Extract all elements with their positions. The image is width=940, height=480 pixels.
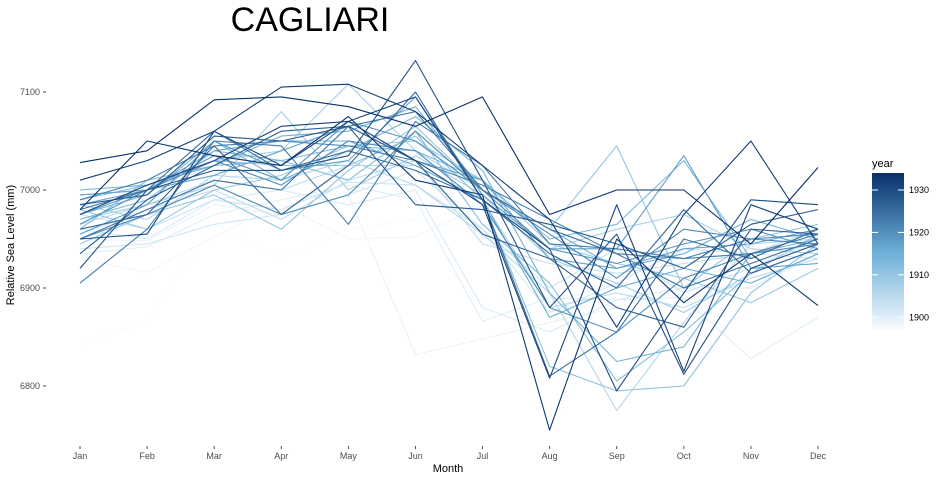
series-line-1920 (79, 140, 819, 333)
x-tick-label: Apr (274, 451, 288, 461)
series-line-1910 (79, 125, 819, 289)
legend-colorbar (872, 173, 904, 330)
series-line-1906 (79, 160, 819, 412)
series-line-1923 (79, 120, 819, 284)
series-line-1917 (79, 125, 819, 269)
x-tick-label: Aug (542, 451, 558, 461)
series-line-1924 (79, 111, 819, 289)
series-line-1925 (79, 130, 819, 377)
x-tick-label: Feb (139, 451, 155, 461)
series-line-1899 (79, 194, 819, 356)
series-line-1933 (79, 115, 819, 431)
series-line-1934 (79, 96, 819, 245)
series-line-1911 (79, 135, 819, 392)
x-tick-label: Jan (73, 451, 88, 461)
series-line-1930 (79, 96, 819, 392)
y-axis-label: Relative Sea Level (mm) (5, 185, 17, 305)
x-tick-label: Jun (408, 451, 423, 461)
chart-title: CAGLIARI (231, 1, 390, 39)
series-line-1927 (79, 125, 819, 328)
series-lines (79, 60, 819, 431)
series-line-1931 (79, 120, 819, 379)
x-tick-label: Oct (677, 451, 692, 461)
series-line-1919 (79, 120, 819, 265)
y-tick-label: 6900 (20, 283, 40, 293)
series-line-1928 (79, 125, 819, 269)
x-tick-label: May (340, 451, 358, 461)
legend-tick-label: 1920 (909, 227, 929, 237)
series-line-1932 (79, 83, 819, 328)
x-tick-label: Nov (743, 451, 760, 461)
legend-title: year (872, 158, 894, 170)
series-line-1900 (79, 184, 819, 360)
series-line-1926 (79, 91, 819, 289)
series-line-1908 (79, 111, 819, 314)
x-axis: Jan Feb Mar Apr May Jun Jul Aug Sep Oct Nov Dec (73, 446, 827, 461)
y-axis: 6800 6900 7000 7100 (20, 87, 46, 391)
y-tick-label: 7100 (20, 87, 40, 97)
legend-tick-label: 1910 (909, 270, 929, 280)
series-line-1929 (79, 60, 819, 375)
y-tick-label: 6800 (20, 381, 40, 391)
x-tick-label: Jul (477, 451, 489, 461)
legend-tick-label: 1930 (909, 185, 929, 195)
series-line-1904 (79, 160, 819, 274)
legend-ticks: 1900 1910 1920 1930 (872, 185, 929, 322)
series-line-1901 (79, 189, 819, 333)
series-line-1921 (79, 130, 819, 279)
series-line-1902 (79, 169, 819, 314)
series-line-1922 (79, 140, 819, 260)
year-legend: year 1900 1910 1920 1930 (872, 158, 929, 330)
x-tick-label: Mar (206, 451, 222, 461)
x-axis-label: Month (433, 463, 464, 475)
x-tick-label: Dec (810, 451, 827, 461)
y-tick-label: 7000 (20, 185, 40, 195)
x-tick-label: Sep (609, 451, 625, 461)
legend-tick-label: 1900 (909, 312, 929, 322)
